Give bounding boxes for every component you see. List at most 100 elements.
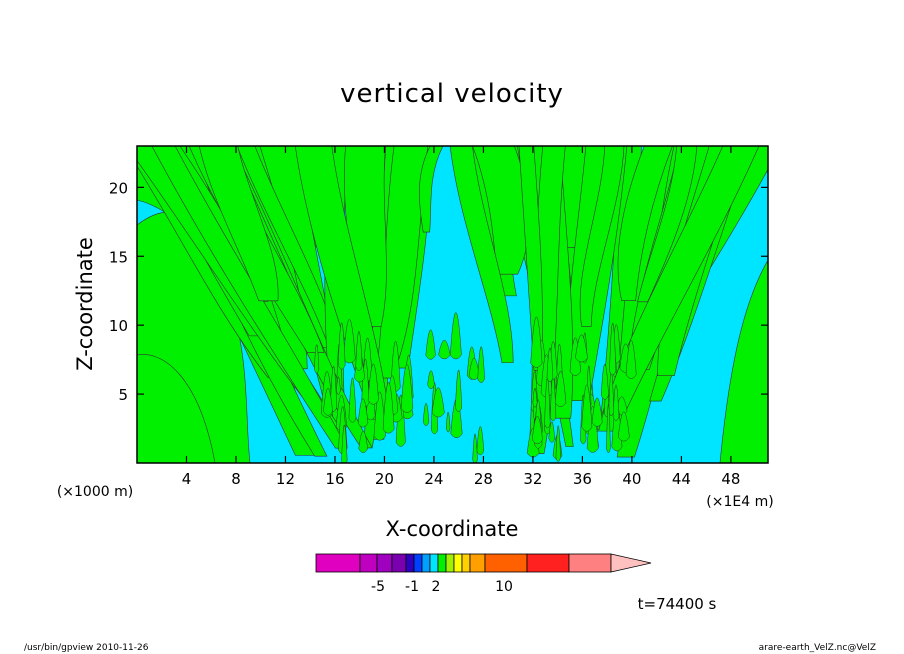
x-tick-label: 20 [375,470,394,488]
x-tick-label: 44 [672,470,691,488]
contour-cell [427,370,435,390]
colorbar-segment [421,553,431,573]
colorbar [315,553,652,573]
chart-title: vertical velocity [340,79,564,109]
colorbar-segment [405,553,415,573]
contour-cell [532,387,538,408]
time-label: t=74400 s [638,595,717,613]
contour-cell [355,331,363,371]
x-tick-label: 48 [721,470,740,488]
contour-cell [455,369,463,413]
colorbar-label: 10 [495,579,513,595]
colorbar-segment [568,553,612,573]
x-tick-label: 32 [523,470,542,488]
contour-cell [546,347,554,383]
contour-cell [530,316,543,368]
x-axis-label: X-coordinate [386,517,519,541]
contour-cell [609,322,617,376]
contour-cell [358,430,368,453]
colorbar-segment [469,553,486,573]
colorbar-label: -5 [371,579,385,595]
contour-cell [348,377,357,423]
x-tick-label: 36 [573,470,592,488]
contour-cell [314,344,320,374]
x-axis-ticks: 4 8 12 16 20 24 28 32 36 40 44 48 [182,146,740,488]
x-tick-label: 8 [231,470,241,488]
contour-cell [425,329,436,360]
contour-region [719,259,768,463]
y-tick-label: 5 [118,386,128,404]
colorbar-segment [484,553,528,573]
contour-band [198,146,279,302]
colorbar-segment [376,553,393,573]
colorbar-segment [461,553,471,573]
colorbar-label: 2 [432,579,441,595]
contour-cell [531,416,543,445]
colorbar-arrow [610,553,652,573]
contour-cell [554,370,567,408]
contour-cell [476,426,485,456]
x-tick-label: 24 [424,470,443,488]
contour-bands [137,146,768,463]
y-tick-label: 15 [109,248,128,266]
x-tick-label: 4 [182,470,192,488]
contour-cell [612,384,620,421]
contour-cell [422,402,430,427]
contour-cell [544,377,551,429]
contour-cell [548,421,555,443]
contour-cell [323,388,333,416]
colorbar-segment [391,553,407,573]
contour-cell [591,397,603,427]
contour-cell [450,312,462,360]
colorbar-segment [437,553,447,573]
contour-cell [606,404,611,453]
colorbar-segment [359,553,378,573]
colorbar-segment [315,553,361,573]
contour-cell [400,364,414,413]
x-tick-label: 16 [325,470,344,488]
contour-cell [367,363,379,405]
x-unit-left: (×1000 m) [57,484,133,500]
contour-band [579,146,625,327]
colorbar-segment [453,553,463,573]
contour-cell [555,425,561,462]
x-tick-label: 12 [276,470,295,488]
contour-band [419,146,444,233]
y-tick-label: 10 [109,317,128,335]
colorbar-segment [445,553,455,573]
contour-cell [382,382,395,434]
y-axis-label: Z-coordinate [73,237,97,371]
colorbar-segment [526,553,570,573]
contour-cell [575,334,588,363]
contour-cell [357,398,369,428]
y-tick-label: 20 [109,179,128,197]
contour-cell [472,433,478,463]
colorbar-label: -1 [405,579,419,595]
contour-band [151,146,348,449]
footer-program: /usr/bin/gpview 2010-11-26 [24,643,149,653]
y-axis-ticks: 5 10 15 20 [109,179,768,404]
contour-band [617,146,673,301]
colorbar-segment [413,553,423,573]
footer-variable: arare-earth_VelZ.nc@VelZ [759,643,876,653]
x-tick-label: 28 [474,470,493,488]
colorbar-labels: -5 -1 2 10 [371,579,513,595]
contour-cell [446,411,451,433]
contour-cell [477,346,485,383]
contour-cell [343,319,356,364]
contour-cell [581,384,593,432]
plot-area [137,146,768,463]
contour-cell [625,339,637,379]
contour-cell [336,376,341,395]
contour-cell [337,322,346,370]
contour-cell [617,411,630,442]
contour-cell [431,387,445,418]
contour-band [449,146,514,364]
colorbar-segment [429,553,439,573]
contour-cell [600,363,609,400]
x-tick-label: 40 [622,470,641,488]
x-unit-right: (×1E4 m) [706,494,773,510]
plot-frame [136,145,769,464]
